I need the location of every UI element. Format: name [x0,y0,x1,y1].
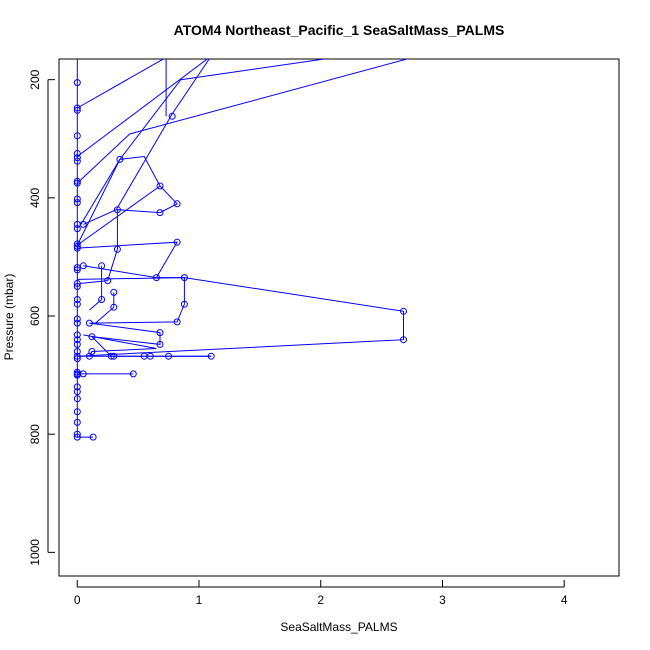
data-point [73,340,81,348]
y-tick-label: 400 [28,188,42,208]
data-point [73,150,81,157]
data-point [73,266,81,274]
y-tick-label: 200 [28,69,42,89]
data-point [73,179,81,187]
y-tick-label: 1000 [28,539,42,566]
data-point [88,333,96,341]
data-point [85,352,93,360]
x-tick-label: 3 [439,593,446,607]
data-point [110,288,118,296]
data-point [73,296,81,303]
data-point [73,355,81,363]
data-point [173,238,181,246]
data-point [73,331,81,339]
data-point [113,245,121,253]
data-point [98,296,106,303]
x-tick-label: 2 [317,593,324,607]
data-point [73,383,81,391]
plot-content [73,59,409,441]
data-point [400,307,407,315]
data-point [73,283,81,290]
series-line-6 [76,59,409,184]
series-line-15 [77,277,404,357]
data-point [73,433,81,441]
data-point [73,104,81,112]
plot-frame [58,58,620,577]
data-point [73,395,81,403]
series-line-4 [77,59,165,109]
data-point [180,300,188,308]
data-point [89,433,97,441]
x-tick-label: 1 [196,593,203,607]
data-point [73,348,81,355]
data-point [152,274,160,282]
data-point [79,220,87,228]
data-point [156,182,164,190]
chart-title: ATOM4 Northeast_Pacific_1 SeaSaltMass_PA… [174,22,505,38]
data-point [168,112,176,120]
data-point [165,352,173,360]
x-tick-label: 0 [74,593,81,607]
data-point [98,262,106,270]
data-point [173,318,181,326]
x-axis-label: SeaSaltMass_PALMS [280,620,397,634]
data-point [173,200,181,208]
y-tick-label: 600 [28,306,42,326]
data-point [73,195,81,203]
data-point [110,303,118,311]
data-point [73,300,81,308]
x-tick-label: 4 [561,593,568,607]
series-line-11 [89,277,212,357]
data-point [73,199,81,207]
data-point [85,319,93,327]
data-point [400,336,407,344]
data-point [73,352,81,360]
series-line-2 [83,59,210,225]
data-point [129,370,137,378]
series-line-10 [77,241,179,279]
data-point [73,319,81,327]
data-point [146,352,154,360]
x-axis: 0 1 2 3 4 [74,580,568,607]
y-axis: 200 400 600 800 1000 [28,69,55,566]
data-point [156,209,164,217]
data-point [73,408,81,416]
y-axis-label: Pressure (mbar) [2,274,16,361]
series-line-7 [76,59,328,246]
data-point [116,155,124,163]
data-point [73,244,81,252]
data-point [79,370,87,378]
data-point [73,336,81,344]
series-line-3 [76,59,209,157]
data-point [180,274,188,282]
data-point [73,388,81,396]
data-point [107,352,115,360]
data-point [73,240,81,248]
data-point [207,352,215,360]
data-point [73,132,81,140]
data-point [73,79,81,87]
series-line-12 [89,265,103,311]
data-point [73,430,81,438]
data-point [73,157,81,165]
data-point [156,329,164,337]
data-point [113,206,121,214]
data-point [79,262,87,270]
series-line-9 [77,185,161,246]
data-point [104,277,112,285]
data-point [73,418,81,426]
data-point [73,106,81,114]
data-point [73,280,81,287]
data-point [73,154,81,162]
data-point [156,340,164,348]
y-tick-label: 800 [28,424,42,444]
data-point [110,352,118,360]
series-line-8 [79,155,178,284]
data-point [73,315,81,323]
series-line-13 [95,292,115,324]
data-point [73,225,81,233]
